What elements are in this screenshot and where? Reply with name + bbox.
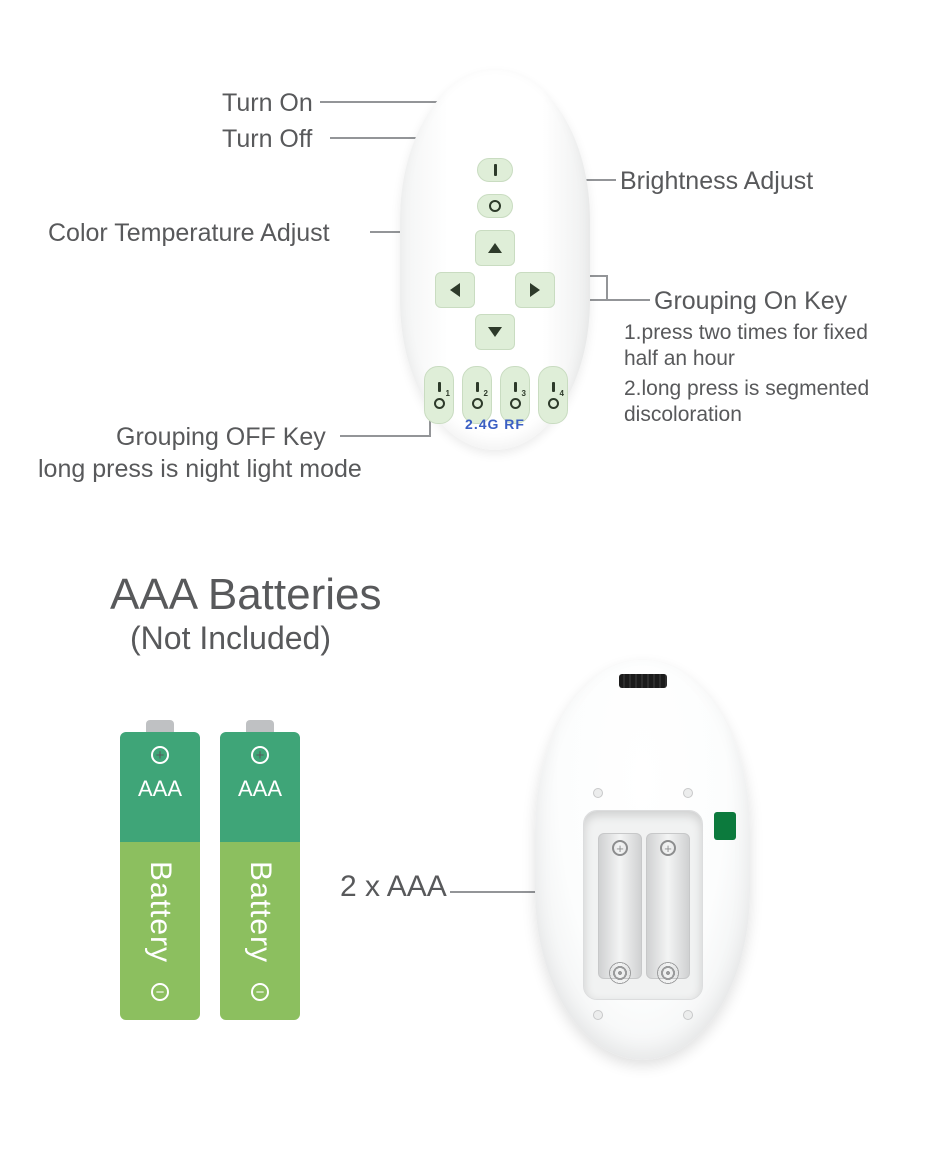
group-on-icon — [438, 382, 441, 392]
spring-icon — [609, 962, 631, 984]
brightness-up-button[interactable] — [475, 230, 515, 266]
battery-bay: + + — [583, 810, 703, 1000]
screw-hole — [593, 1010, 603, 1020]
group-number: 2 — [484, 389, 488, 398]
power-off-button[interactable] — [477, 194, 513, 218]
brightness-down-button[interactable] — [475, 314, 515, 350]
minus-icon: − — [251, 983, 269, 1001]
group-on-icon — [476, 382, 479, 392]
battery-slot-1: + — [598, 833, 642, 979]
group-off-icon — [510, 398, 521, 409]
label-group-off: Grouping OFF Key — [116, 422, 326, 453]
battery-word: Battery — [143, 861, 177, 963]
battery-section-subtitle: (Not Included) — [130, 620, 331, 657]
power-off-icon — [489, 200, 501, 212]
minus-icon: − — [151, 983, 169, 1001]
label-turn-off: Turn Off — [222, 124, 312, 155]
group-number: 4 — [560, 389, 564, 398]
arrow-right-icon — [530, 283, 540, 297]
group-on-icon — [514, 382, 517, 392]
battery-top: + AAA — [220, 732, 300, 842]
battery-cell-2: + AAA Battery − — [220, 720, 300, 1020]
battery-count-label: 2 x AAA — [340, 870, 447, 904]
group-number: 3 — [522, 389, 526, 398]
battery-aaa-label: AAA — [238, 776, 282, 802]
plus-contact-icon: + — [660, 840, 676, 856]
screw-hole — [683, 788, 693, 798]
group-off-icon — [472, 398, 483, 409]
battery-bottom: Battery − — [120, 842, 200, 1020]
arrow-up-icon — [488, 243, 502, 253]
screw-hole — [683, 1010, 693, 1020]
remote-front: 1 2 3 4 2.4G RF — [400, 70, 590, 450]
infographic-stage: Turn On Turn Off Brightness Adjust Color… — [0, 0, 950, 1158]
battery-word: Battery — [243, 861, 277, 963]
spring-icon — [657, 962, 679, 984]
screw-hole — [593, 788, 603, 798]
arrow-left-icon — [450, 283, 460, 297]
remote-back: + + — [535, 660, 750, 1060]
arrow-down-icon — [488, 327, 502, 337]
label-group-on-note1: 1.press two times for fixed half an hour — [624, 320, 904, 373]
power-on-icon — [494, 164, 497, 176]
group-on-icon — [552, 382, 555, 392]
battery-aaa-label: AAA — [138, 776, 182, 802]
pcb — [714, 812, 736, 840]
plus-icon: + — [251, 746, 269, 764]
plus-contact-icon: + — [612, 840, 628, 856]
label-turn-on: Turn On — [222, 88, 313, 119]
ir-window — [619, 674, 667, 688]
label-group-on: Grouping On Key — [654, 286, 847, 317]
group-number: 1 — [446, 389, 450, 398]
battery-bottom: Battery − — [220, 842, 300, 1020]
battery-section-title: AAA Batteries — [110, 570, 381, 620]
power-on-button[interactable] — [477, 158, 513, 182]
group-off-icon — [548, 398, 559, 409]
label-color-temp: Color Temperature Adjust — [48, 218, 330, 249]
label-group-off-note: long press is night light mode — [38, 454, 362, 485]
label-brightness: Brightness Adjust — [620, 166, 813, 197]
plus-icon: + — [151, 746, 169, 764]
colortemp-right-button[interactable] — [515, 272, 555, 308]
dpad — [435, 230, 555, 350]
battery-slot-2: + — [646, 833, 690, 979]
battery-top: + AAA — [120, 732, 200, 842]
rf-badge: 2.4G RF — [400, 416, 590, 432]
battery-cell-1: + AAA Battery − — [120, 720, 200, 1020]
label-group-on-note2: 2.long press is segmented discoloration — [624, 376, 914, 429]
group-off-icon — [434, 398, 445, 409]
colortemp-left-button[interactable] — [435, 272, 475, 308]
